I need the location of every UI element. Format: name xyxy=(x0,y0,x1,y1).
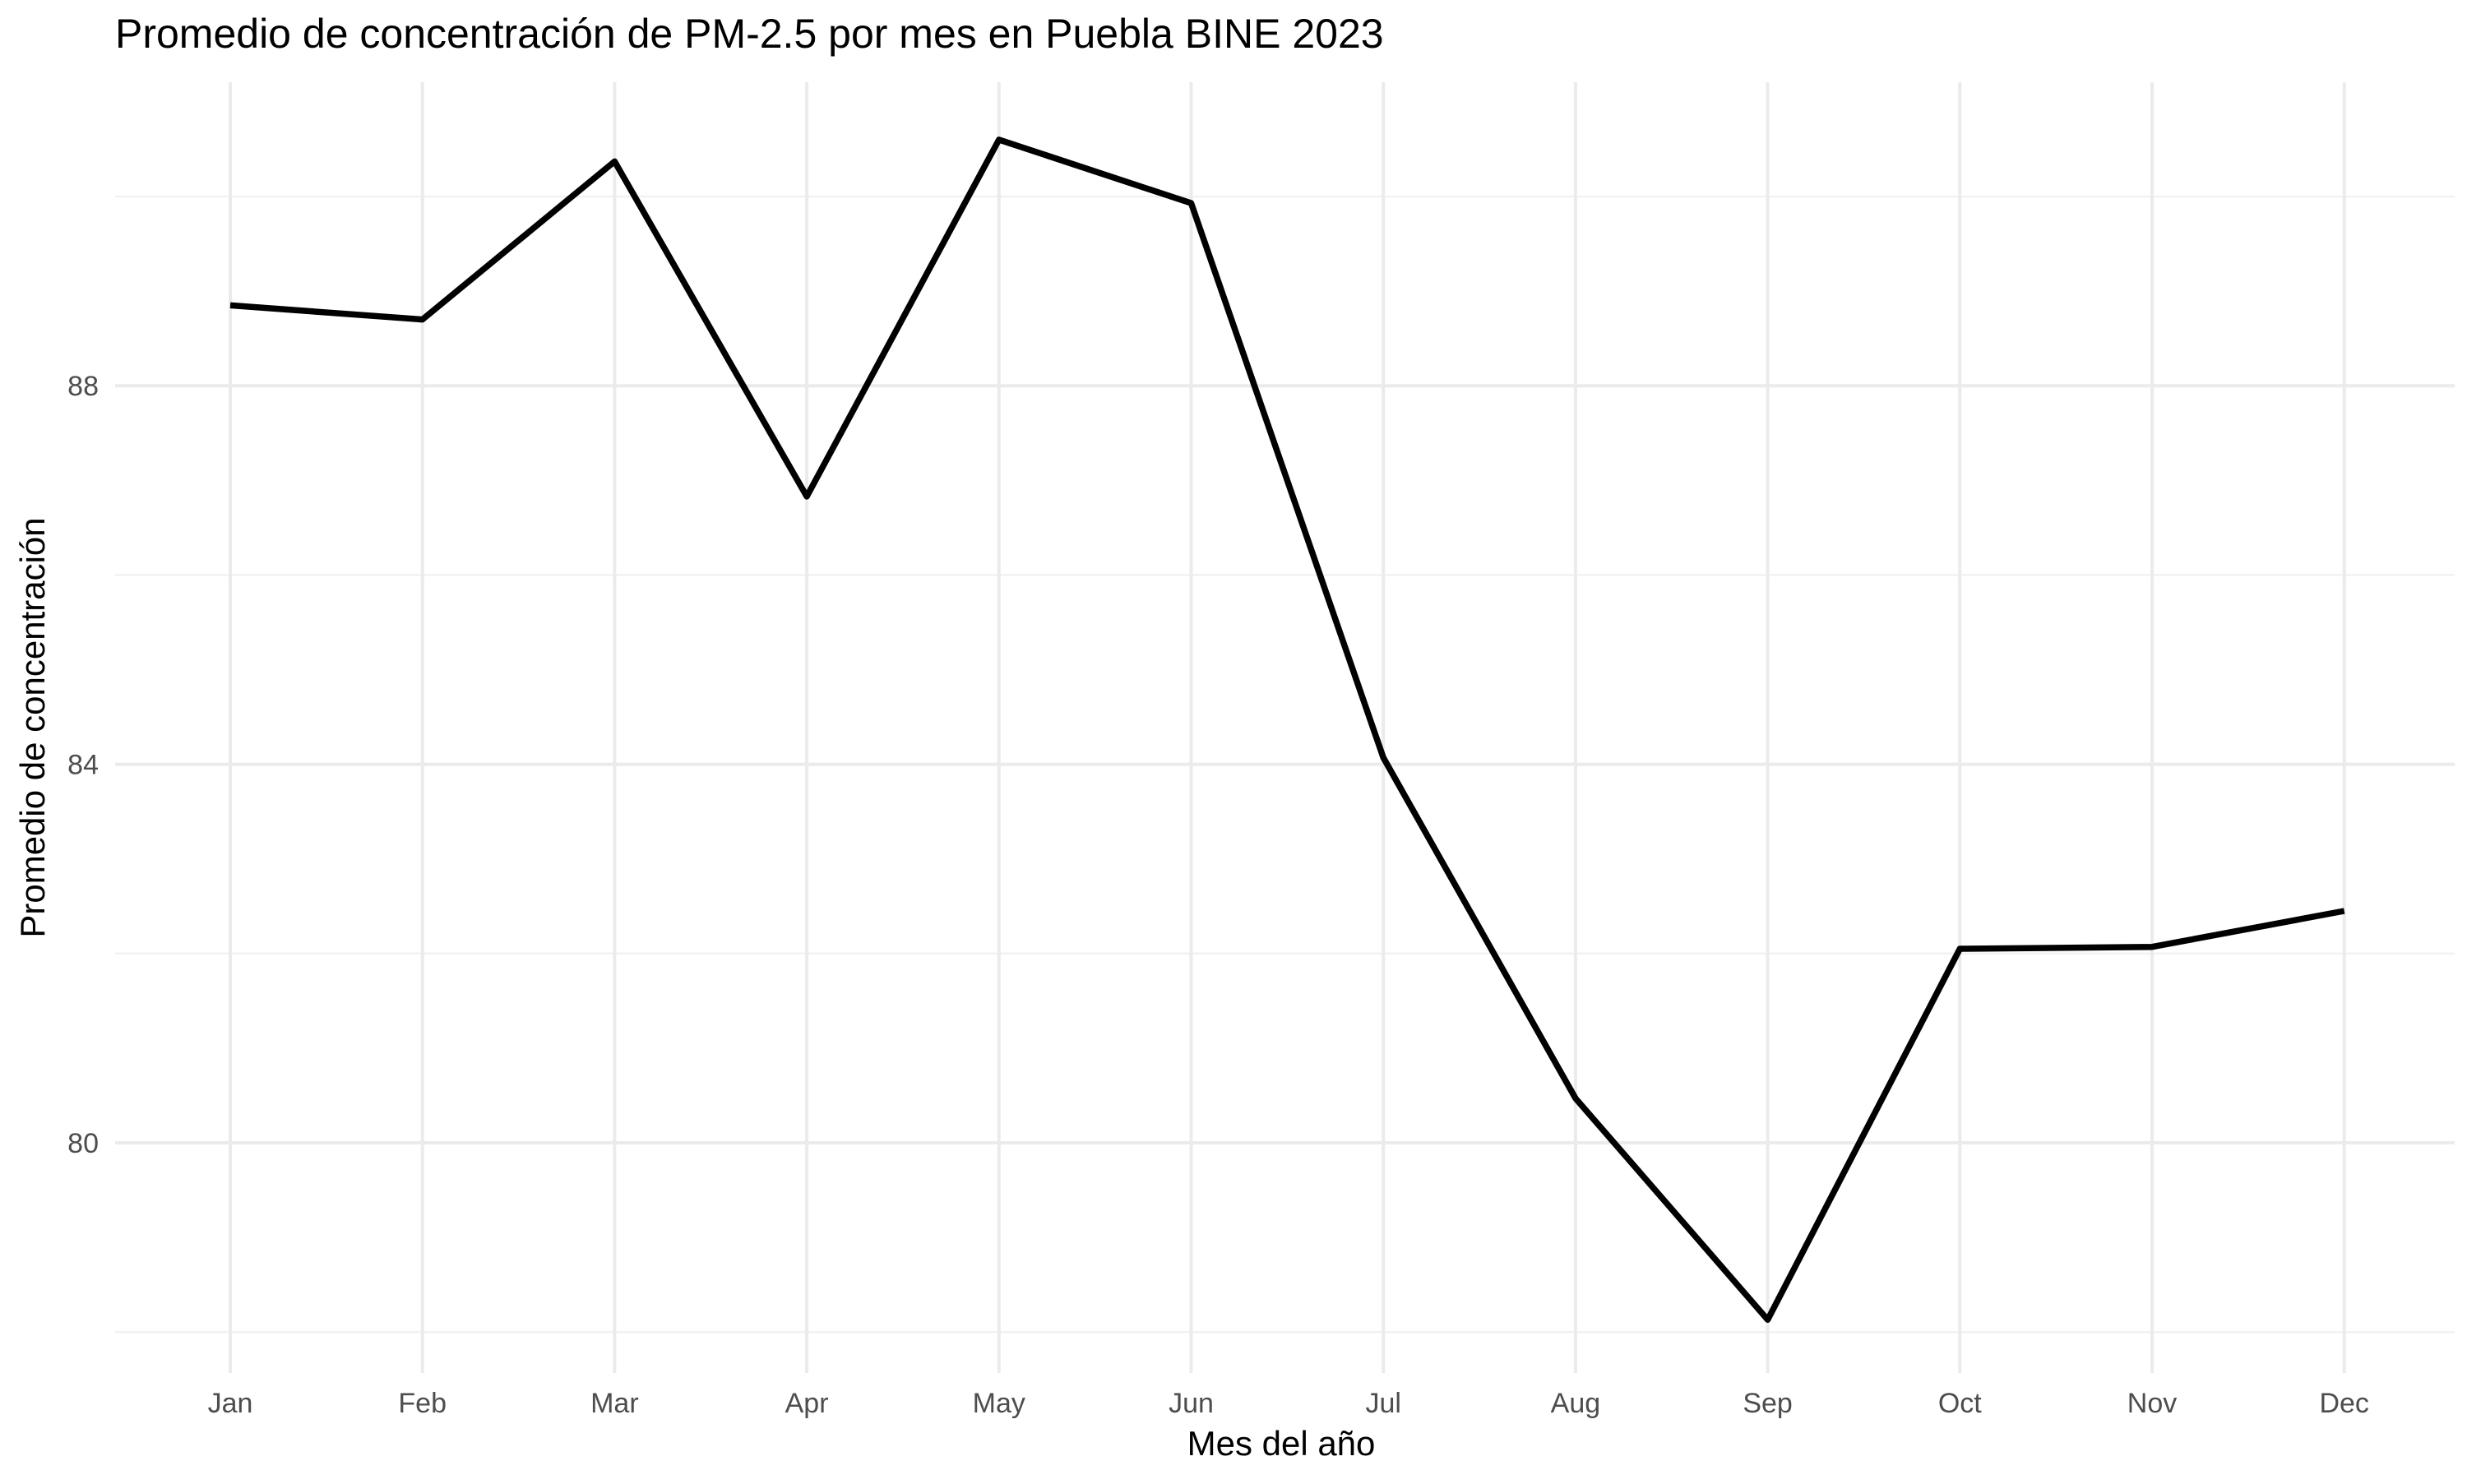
y-tick-label: 84 xyxy=(67,750,99,781)
x-tick-label: May xyxy=(973,1388,1025,1419)
y-axis-tick-labels: 80 84 88 xyxy=(67,371,99,1159)
x-tick-label: Mar xyxy=(590,1388,639,1419)
x-tick-label: Jan xyxy=(208,1388,253,1419)
y-axis-title: Promedio de concentración xyxy=(13,517,52,937)
x-tick-label: Feb xyxy=(398,1388,447,1419)
x-tick-label: Nov xyxy=(2127,1388,2177,1419)
x-tick-label: Sep xyxy=(1743,1388,1793,1419)
x-tick-label: Apr xyxy=(785,1388,829,1419)
x-tick-label: Jul xyxy=(1365,1388,1400,1419)
grid-lines xyxy=(115,82,2455,1373)
series-line xyxy=(229,136,2345,1323)
x-axis-title: Mes del año xyxy=(1187,1424,1376,1463)
x-tick-label: Aug xyxy=(1551,1388,1601,1419)
x-axis-tick-labels: Jan Feb Mar Apr May Jun Jul Aug Sep Oct Nov Dec xyxy=(208,1388,2369,1419)
x-tick-label: Dec xyxy=(2319,1388,2368,1419)
x-tick-label: Oct xyxy=(1938,1388,1982,1419)
y-tick-label: 80 xyxy=(67,1128,99,1159)
x-tick-label: Jun xyxy=(1169,1388,1214,1419)
series-layer xyxy=(229,136,2345,1323)
y-tick-label: 88 xyxy=(67,371,99,402)
chart-title: Promedio de concentración de PM-2.5 por … xyxy=(115,11,1384,57)
